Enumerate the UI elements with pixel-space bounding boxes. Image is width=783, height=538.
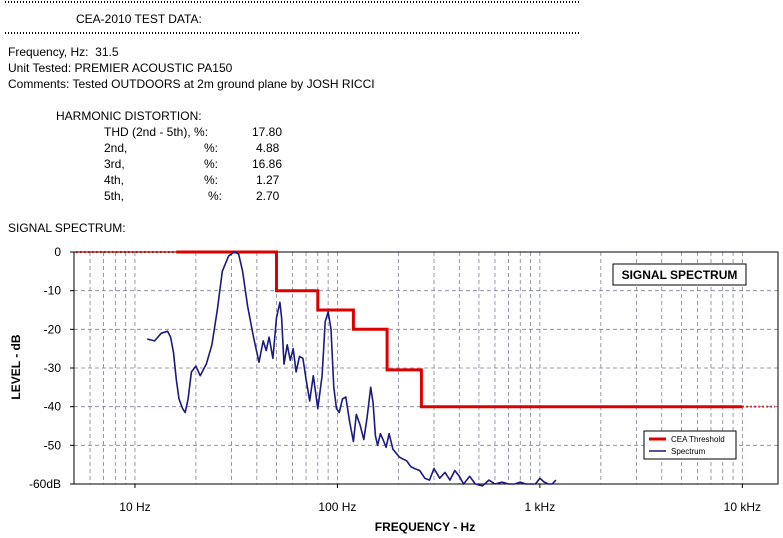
h4-value: 1.27 (256, 173, 280, 187)
series-cea-threshold (176, 250, 743, 409)
legend-threshold-label: CEA Threshold (671, 435, 725, 444)
comments-line: Comments: Tested OUTDOORS at 2m ground p… (8, 77, 375, 91)
x-tick-label: 1 kHz (525, 500, 556, 514)
h2-label: 2nd, (104, 141, 128, 155)
y-tick-label: -50 (44, 438, 62, 452)
unit-line: Unit Tested: PREMIER ACOUSTIC PA150 (8, 61, 233, 75)
h4-label: 4th, (104, 173, 125, 187)
thd-label: THD (2nd - 5th), %: (104, 125, 209, 139)
x-tick-label: 100 Hz (318, 500, 356, 514)
h3-value: 16.86 (252, 157, 283, 171)
thd-value: 17.80 (252, 125, 283, 139)
y-tick-label: -10 (44, 284, 62, 298)
series (76, 250, 775, 487)
x-axis-label: FREQUENCY - Hz (375, 520, 475, 534)
report-title: CEA-2010 TEST DATA: (76, 12, 202, 26)
axis-ticks: 0 -10 -20 -30 -40 -50 -60dB 10 Hz 100 Hz 1 kHz 10 … (29, 245, 761, 514)
spectrum-heading: SIGNAL SPECTRUM: (8, 221, 126, 235)
y-tick-label: -20 (44, 322, 62, 336)
y-tick-label: -60dB (29, 477, 61, 491)
h3-pct: %: (204, 157, 219, 171)
signal-spectrum-chart: 0 -10 -20 -30 -40 -50 -60dB 10 Hz 100 Hz 1 kHz 10 … (9, 245, 779, 534)
distortion-heading: HARMONIC DISTORTION: (56, 109, 202, 123)
frequency-line: Frequency, Hz: 31.5 (8, 45, 119, 59)
y-tick-label: 0 (54, 245, 61, 259)
legend-spectrum-label: Spectrum (671, 447, 706, 456)
h5-label: 5th, (104, 189, 125, 203)
h5-value: 2.70 (256, 189, 280, 203)
h4-pct: %: (204, 173, 219, 187)
separator-top (5, 1, 580, 3)
y-axis-label: LEVEL - dB (9, 334, 23, 399)
x-tick-label: 10 kHz (724, 500, 761, 514)
chart-title-box: SIGNAL SPECTRUM (612, 263, 747, 286)
h2-pct: %: (204, 141, 219, 155)
legend: CEA Threshold Spectrum (643, 430, 737, 460)
h2-value: 4.88 (256, 141, 280, 155)
h5-pct: %: (208, 189, 223, 203)
y-tick-label: -40 (44, 400, 62, 414)
chart-title: SIGNAL SPECTRUM (622, 268, 738, 282)
x-tick-label: 10 Hz (119, 500, 150, 514)
separator-bottom (5, 32, 580, 34)
series-spectrum (147, 251, 557, 487)
y-tick-label: -30 (44, 361, 62, 375)
h3-label: 3rd, (104, 157, 125, 171)
